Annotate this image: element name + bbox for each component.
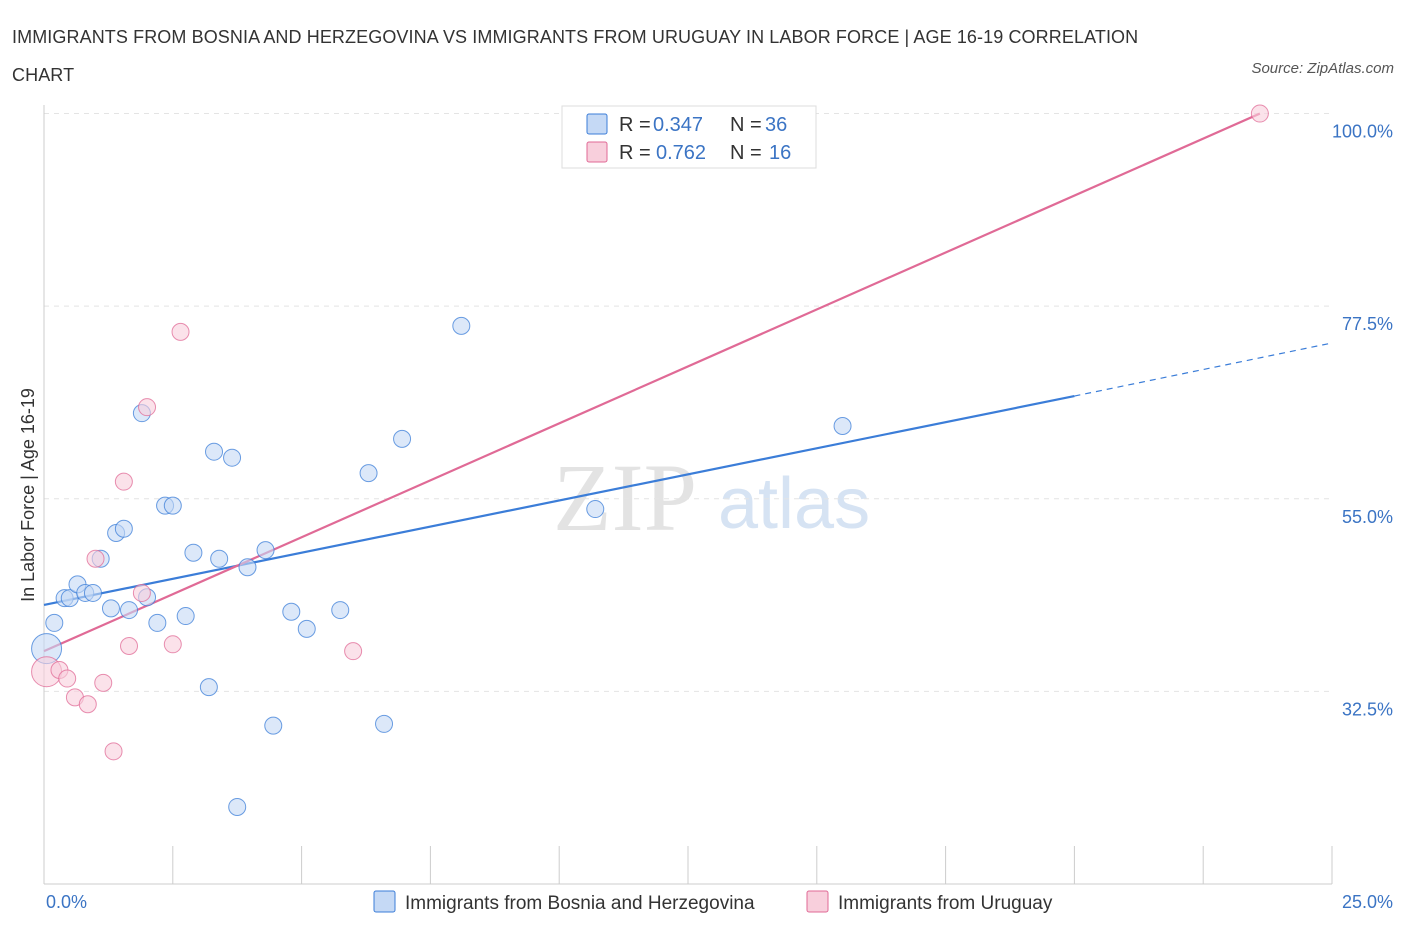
- legend-r-value: 0.347: [653, 114, 703, 136]
- data-point-bosnia: [264, 716, 283, 735]
- x-tick-label: 25.0%: [1342, 892, 1393, 912]
- data-point-uruguay: [138, 398, 157, 417]
- data-point-bosnia: [83, 583, 102, 602]
- legend-n-value: 16: [769, 142, 791, 164]
- trend-line-0: [43, 394, 1075, 607]
- data-point-bosnia: [359, 464, 378, 483]
- y-tick-label: 32.5%: [1342, 699, 1393, 719]
- data-point-uruguay: [163, 635, 182, 654]
- data-point-bosnia: [210, 549, 229, 568]
- x-tick-labels: 0.0% 25.0%: [46, 892, 1393, 912]
- trend-line-extension-0: [1074, 342, 1333, 397]
- data-point-bosnia: [176, 607, 195, 626]
- data-point-bosnia: [114, 519, 133, 538]
- data-point-bosnia: [833, 417, 852, 436]
- series-label-uruguay: Immigrants from Uruguay: [838, 893, 1053, 914]
- data-point-bosnia: [120, 601, 139, 620]
- trend-line-1: [43, 112, 1261, 653]
- gridlines: [44, 113, 1332, 692]
- trend-lines: [43, 112, 1333, 653]
- x-tick-marks: [43, 846, 1333, 884]
- y-tick-label: 100.0%: [1332, 122, 1393, 142]
- data-point-uruguay: [78, 695, 97, 714]
- data-point-uruguay: [171, 322, 190, 341]
- y-tick-labels: 100.0% 77.5% 55.0% 32.5%: [1332, 122, 1393, 720]
- y-tick-label: 55.0%: [1342, 507, 1393, 527]
- data-point-bosnia: [45, 613, 64, 632]
- legend-r-value: 0.762: [656, 142, 706, 164]
- data-point-bosnia: [228, 797, 247, 816]
- data-point-bosnia: [297, 619, 316, 638]
- data-point-bosnia: [199, 678, 218, 697]
- data-point-uruguay: [1250, 104, 1269, 123]
- legend-swatch-bosnia: [586, 113, 608, 135]
- data-point-uruguay: [58, 669, 77, 688]
- series-swatch-uruguay: [806, 890, 829, 913]
- chart-title: IMMIGRANTS FROM BOSNIA AND HERZEGOVINA V…: [12, 27, 1139, 85]
- data-point-bosnia: [282, 602, 301, 621]
- data-point-uruguay: [120, 637, 139, 656]
- y-axis-label: In Labor Force | Age 16-19: [18, 388, 38, 602]
- data-point-bosnia: [256, 541, 275, 560]
- legend-n-value: 36: [765, 114, 787, 136]
- data-point-uruguay: [132, 583, 151, 602]
- data-point-uruguay: [344, 642, 363, 661]
- watermark-atlas: atlas: [718, 464, 870, 544]
- data-point-bosnia: [586, 500, 605, 519]
- data-point-bosnia: [375, 714, 394, 733]
- data-point-uruguay: [104, 742, 123, 761]
- data-point-bosnia: [452, 316, 471, 335]
- x-tick-label: 0.0%: [46, 892, 87, 912]
- series-legend: Immigrants from Bosnia and Herzegovina I…: [373, 890, 1053, 914]
- legend-n-label: N =: [730, 114, 762, 136]
- source-credit: Source: ZipAtlas.com: [1251, 60, 1394, 77]
- data-point-bosnia: [223, 448, 242, 467]
- y-tick-label: 77.5%: [1342, 314, 1393, 334]
- legend-swatch-uruguay: [586, 141, 608, 163]
- data-point-uruguay: [94, 673, 113, 692]
- series-swatch-bosnia: [373, 890, 396, 913]
- data-point-bosnia: [184, 543, 203, 562]
- series-label-bosnia: Immigrants from Bosnia and Herzegovina: [405, 893, 755, 914]
- legend-n-label: N =: [730, 142, 762, 164]
- stats-legend: R = 0.347 N = 36 R = 0.762 N = 16: [561, 105, 817, 169]
- data-point-bosnia: [205, 442, 224, 461]
- legend-r-label: R =: [619, 142, 651, 164]
- data-point-bosnia: [101, 599, 120, 618]
- data-point-uruguay: [114, 472, 133, 491]
- data-point-bosnia: [331, 601, 350, 620]
- data-points: [31, 104, 1269, 816]
- legend-r-label: R =: [619, 114, 651, 136]
- data-point-bosnia: [393, 429, 412, 448]
- data-point-bosnia: [148, 613, 167, 632]
- data-point-uruguay: [86, 549, 105, 568]
- data-point-bosnia: [163, 496, 182, 515]
- data-point-bosnia: [238, 558, 257, 577]
